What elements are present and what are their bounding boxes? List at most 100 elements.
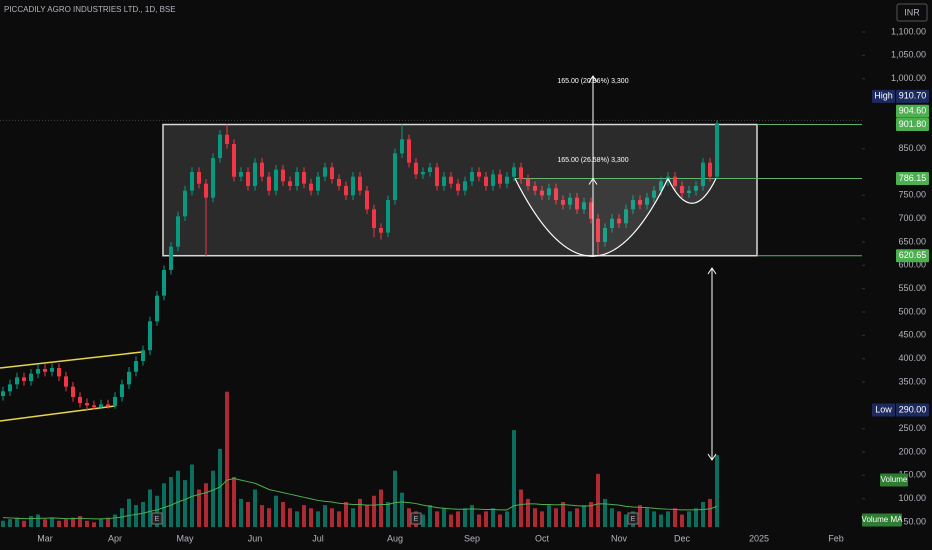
volume-bar	[491, 508, 495, 527]
candle-body	[190, 172, 194, 191]
candle-body	[99, 404, 103, 408]
candle-body	[547, 188, 551, 196]
volume-bar	[239, 498, 243, 527]
candle-body	[554, 188, 558, 201]
volume-tag-label: Volume	[881, 475, 908, 484]
candle-body	[505, 176, 509, 184]
volume-bar	[512, 430, 516, 527]
y-tick-label: 1,000.00	[891, 73, 926, 83]
candle-body	[484, 176, 488, 187]
candle-body	[106, 404, 110, 407]
channel-upper	[0, 351, 143, 369]
candle-body	[687, 190, 691, 194]
volume-bar	[393, 470, 397, 527]
candle-body	[561, 200, 565, 205]
volume-bar	[211, 470, 215, 527]
candle-body	[78, 396, 82, 404]
volume-bar	[421, 514, 425, 527]
candle-body	[176, 216, 180, 247]
candle-body	[435, 167, 439, 187]
price-tag-label: 901.80	[899, 119, 927, 129]
volume-bar	[316, 511, 320, 527]
volume-bar	[694, 508, 698, 527]
volume-bar	[463, 508, 467, 527]
volume-bar	[183, 480, 187, 527]
candle-body	[414, 162, 418, 175]
candle-body	[316, 176, 320, 191]
volume-bar	[379, 489, 383, 527]
candle-body	[288, 181, 292, 187]
volume-bar	[99, 519, 103, 527]
volume-bar	[407, 508, 411, 527]
volume-bar	[134, 505, 138, 527]
price-tag-name-box	[872, 403, 895, 417]
candle-body	[540, 190, 544, 196]
candle-body	[386, 200, 390, 233]
volume-bar	[330, 508, 334, 527]
candle-body	[449, 176, 453, 184]
candle-body	[183, 190, 187, 217]
candle-body	[253, 162, 257, 187]
volume-bar	[400, 492, 404, 527]
volume-bar	[652, 511, 656, 527]
candle-body	[589, 202, 593, 219]
currency[interactable]: INR	[904, 7, 920, 17]
x-tick-label: 2025	[749, 533, 769, 543]
candle-body	[1, 391, 5, 397]
candle-body	[428, 167, 432, 173]
volume-bar	[309, 508, 313, 527]
volume-bar	[484, 511, 488, 527]
candle-body	[659, 181, 663, 191]
candle-body	[127, 371, 131, 385]
candle-body	[701, 162, 705, 187]
volume-bar	[666, 511, 670, 527]
volume-bar	[449, 514, 453, 527]
candle-body	[134, 361, 138, 372]
candle-body	[631, 200, 635, 210]
volume-bar	[85, 520, 89, 527]
volume-tag	[862, 513, 902, 527]
currency-box[interactable]	[896, 3, 928, 22]
volume-bar	[533, 508, 537, 527]
volume-bar	[43, 519, 47, 527]
candle-body	[50, 368, 54, 372]
volume-bar	[575, 508, 579, 527]
candle-body	[169, 246, 173, 271]
candle-body	[330, 167, 334, 180]
volume-bar	[687, 511, 691, 527]
price-tag-name-box	[872, 89, 895, 103]
price-tag	[896, 249, 929, 263]
volume-bar	[253, 489, 257, 527]
volume-bar	[92, 522, 96, 527]
candle-body	[533, 186, 537, 191]
arrow-head	[588, 177, 598, 185]
candle-body	[645, 197, 649, 205]
volume-bar	[470, 505, 474, 527]
y-tick-label: 450.00	[898, 330, 926, 340]
volume-bar	[673, 508, 677, 527]
volume-bar	[610, 508, 614, 527]
volume-bar	[540, 511, 544, 527]
volume-bar	[617, 511, 621, 527]
volume-bar	[169, 477, 173, 527]
candle-body	[393, 153, 397, 201]
y-tick-label: 50.00	[903, 516, 926, 526]
candle-body	[113, 396, 117, 407]
candle-body	[379, 228, 383, 233]
candle-body	[715, 123, 719, 177]
volume-bar	[337, 511, 341, 527]
candle-body	[477, 172, 481, 177]
x-tick-label: Mar	[37, 533, 53, 543]
y-tick-label: 600.00	[898, 260, 926, 270]
price-tag	[896, 403, 929, 417]
volume-bar	[526, 498, 530, 527]
channel-lower	[0, 405, 116, 422]
x-tick-label: Jul	[312, 533, 324, 543]
candle-body	[568, 197, 572, 205]
volume-bar	[302, 505, 306, 527]
candle-body	[673, 176, 677, 187]
volume-bar	[505, 511, 509, 527]
volume-ma-line	[2, 478, 718, 520]
candle-body	[498, 174, 502, 184]
y-tick-label: 200.00	[898, 446, 926, 456]
